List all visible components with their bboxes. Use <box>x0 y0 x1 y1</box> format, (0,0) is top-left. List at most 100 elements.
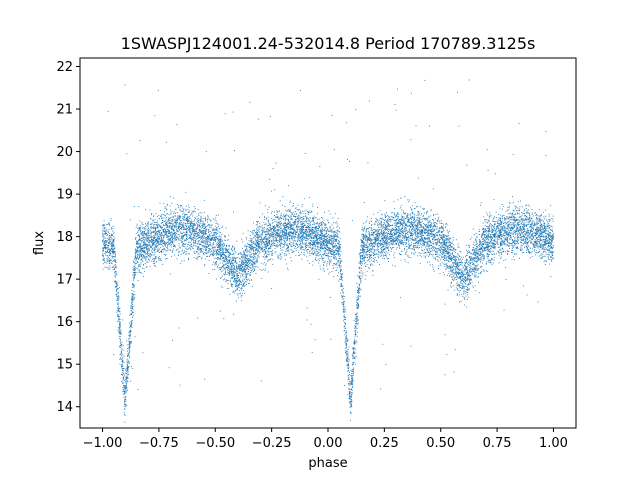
data-point <box>502 251 504 253</box>
data-point <box>501 240 503 242</box>
data-point <box>417 246 419 248</box>
data-point <box>399 237 401 238</box>
data-point <box>503 226 505 228</box>
data-point <box>347 370 349 372</box>
data-point <box>452 277 454 279</box>
data-point <box>158 259 160 261</box>
data-point <box>274 236 276 238</box>
data-point <box>409 238 411 239</box>
data-point <box>320 231 322 232</box>
data-point <box>263 238 265 240</box>
data-point <box>240 282 242 283</box>
data-point <box>416 240 418 242</box>
data-point <box>286 238 288 240</box>
data-point <box>550 238 552 240</box>
data-point <box>366 254 368 256</box>
data-point <box>377 225 378 227</box>
data-point <box>150 235 152 237</box>
data-point <box>338 248 340 250</box>
data-point <box>441 253 443 255</box>
data-point <box>322 243 324 245</box>
data-point <box>300 224 302 226</box>
data-point <box>300 239 302 241</box>
data-point <box>223 249 224 251</box>
data-point <box>468 260 470 262</box>
data-point <box>398 233 400 235</box>
data-point <box>231 263 233 264</box>
data-point <box>174 225 176 227</box>
data-point <box>432 222 434 224</box>
data-point <box>336 267 338 269</box>
data-point <box>418 240 420 242</box>
data-point <box>249 234 251 236</box>
data-point <box>551 218 553 220</box>
data-point <box>337 235 339 237</box>
data-point <box>230 254 232 255</box>
data-point <box>380 237 382 239</box>
data-point <box>467 261 469 263</box>
data-point <box>412 239 414 240</box>
data-point <box>506 234 507 235</box>
data-point <box>161 240 163 242</box>
data-point <box>333 227 335 229</box>
data-point <box>197 233 198 235</box>
data-point <box>356 316 358 318</box>
data-point <box>212 247 213 249</box>
data-point <box>258 253 260 255</box>
data-point <box>293 230 295 231</box>
data-point <box>492 221 494 222</box>
data-point <box>409 221 411 223</box>
data-point <box>541 257 543 259</box>
data-point <box>311 352 313 353</box>
data-point <box>324 270 325 272</box>
data-point <box>464 283 466 285</box>
data-point <box>313 217 315 219</box>
data-point <box>507 228 509 230</box>
data-point <box>390 231 392 232</box>
data-point <box>283 231 285 233</box>
data-point <box>335 238 337 240</box>
data-point <box>386 238 387 240</box>
data-point <box>356 318 358 320</box>
data-point <box>120 329 122 331</box>
data-point <box>129 356 130 358</box>
data-point <box>468 273 470 275</box>
data-point <box>213 250 215 251</box>
data-point <box>465 289 467 291</box>
data-point <box>549 263 551 265</box>
data-point <box>515 206 517 208</box>
data-point <box>111 244 113 246</box>
data-point <box>482 254 484 255</box>
data-point <box>530 252 532 254</box>
data-point <box>495 236 497 238</box>
data-point <box>429 233 431 235</box>
data-point <box>268 206 270 208</box>
data-point <box>360 245 362 247</box>
data-point <box>282 235 284 237</box>
data-point <box>520 219 522 221</box>
data-point <box>257 234 259 236</box>
data-point <box>362 228 364 230</box>
data-point <box>117 298 119 299</box>
data-point <box>411 209 413 211</box>
data-point <box>552 218 554 220</box>
data-point <box>226 239 228 241</box>
data-point <box>310 237 312 239</box>
data-point <box>351 355 353 357</box>
data-point <box>255 244 257 246</box>
data-point <box>144 240 145 242</box>
data-point <box>408 235 410 237</box>
data-point <box>127 368 129 370</box>
data-point <box>455 268 457 270</box>
data-point <box>355 321 357 323</box>
data-point <box>244 274 246 276</box>
data-point <box>275 217 277 218</box>
data-point <box>522 235 524 237</box>
data-point <box>391 239 393 241</box>
data-point <box>203 211 205 213</box>
data-point <box>165 218 167 220</box>
data-point <box>535 252 537 253</box>
data-point <box>237 280 239 282</box>
data-point <box>226 259 228 261</box>
data-point <box>537 236 539 238</box>
